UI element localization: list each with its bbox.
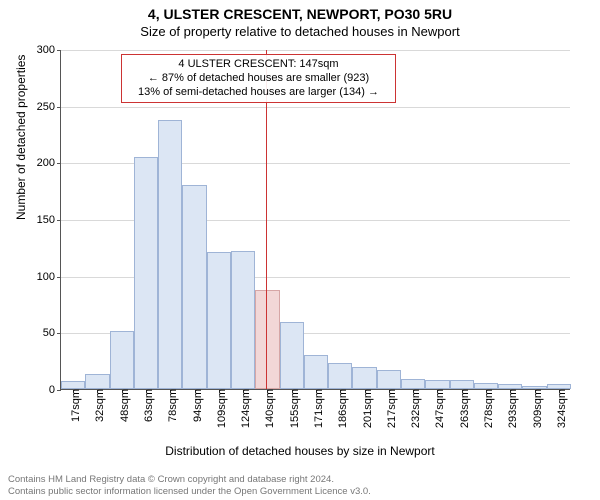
xtick-label: 78sqm [161,389,179,422]
gridline [61,107,570,108]
ytick-label: 200 [37,157,61,169]
xtick-label: 48sqm [113,389,131,422]
xtick-label: 140sqm [258,389,276,428]
histogram-bar [158,120,182,389]
xtick-label: 263sqm [453,389,471,428]
gridline [61,50,570,51]
histogram-bar [401,379,425,389]
xtick-label: 32sqm [88,389,106,422]
ytick-label: 0 [49,384,61,396]
ytick-label: 50 [43,327,61,339]
xtick-label: 94sqm [186,389,204,422]
histogram-bar [255,290,279,389]
xtick-label: 109sqm [210,389,228,428]
annotation-line: 13% of semi-detached houses are larger (… [128,86,389,100]
histogram-bar [207,252,231,389]
annotation-line: 4 ULSTER CRESCENT: 147sqm [128,58,389,72]
xtick-label: 201sqm [356,389,374,428]
histogram-bar [182,185,206,389]
y-axis-label: Number of detached properties [14,55,28,220]
ytick-label: 150 [37,214,61,226]
footer-line-2: Contains public sector information licen… [8,486,371,498]
ytick-label: 300 [37,44,61,56]
xtick-label: 186sqm [331,389,349,428]
annotation-line: ← 87% of detached houses are smaller (92… [128,72,389,86]
xtick-label: 155sqm [283,389,301,428]
xtick-label: 278sqm [477,389,495,428]
xtick-label: 247sqm [428,389,446,428]
histogram-bar [304,355,328,389]
xtick-label: 232sqm [404,389,422,428]
xtick-label: 17sqm [64,389,82,422]
footer-line-1: Contains HM Land Registry data © Crown c… [8,474,371,486]
histogram-bar [450,380,474,389]
histogram-bar [61,381,85,389]
x-axis-label: Distribution of detached houses by size … [0,444,600,458]
histogram-bar [328,363,352,389]
page-subtitle: Size of property relative to detached ho… [0,24,600,39]
xtick-label: 324sqm [550,389,568,428]
page-title: 4, ULSTER CRESCENT, NEWPORT, PO30 5RU [0,0,600,22]
histogram-bar [110,331,134,389]
xtick-label: 217sqm [380,389,398,428]
histogram-bar [425,380,449,389]
histogram-bar [377,370,401,389]
plot-area: 05010015020025030017sqm32sqm48sqm63sqm78… [60,50,570,390]
xtick-label: 293sqm [501,389,519,428]
ytick-label: 100 [37,271,61,283]
xtick-label: 171sqm [307,389,325,428]
histogram-bar [134,157,158,389]
annotation-box: 4 ULSTER CRESCENT: 147sqm← 87% of detach… [121,54,396,103]
chart: 05010015020025030017sqm32sqm48sqm63sqm78… [60,50,570,390]
histogram-bar [231,251,255,389]
ytick-label: 250 [37,101,61,113]
xtick-label: 309sqm [526,389,544,428]
histogram-bar [85,374,109,389]
footer: Contains HM Land Registry data © Crown c… [8,474,371,498]
xtick-label: 124sqm [234,389,252,428]
histogram-bar [352,367,376,389]
histogram-bar [280,322,304,389]
xtick-label: 63sqm [137,389,155,422]
